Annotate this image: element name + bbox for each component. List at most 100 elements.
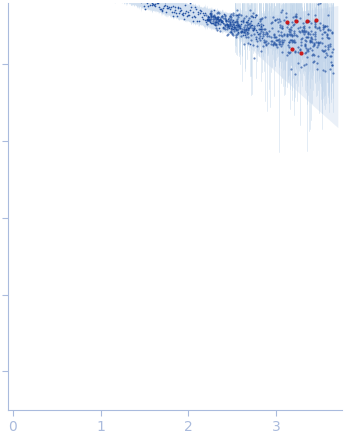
Point bbox=[254, 11, 259, 18]
Point bbox=[303, 38, 308, 45]
Point bbox=[243, 25, 249, 32]
Point bbox=[239, 25, 245, 32]
Point bbox=[260, 31, 266, 38]
Point bbox=[317, 39, 323, 46]
Point bbox=[306, 29, 311, 36]
Point bbox=[213, 14, 218, 21]
Point bbox=[247, 14, 252, 21]
Point bbox=[236, 22, 242, 29]
Point bbox=[303, 28, 308, 35]
Point bbox=[237, 22, 242, 29]
Point bbox=[276, 41, 281, 48]
Point bbox=[234, 21, 240, 28]
Point bbox=[228, 15, 234, 22]
Point bbox=[191, 13, 197, 20]
Point bbox=[182, 2, 187, 9]
Point bbox=[232, 18, 237, 25]
Point bbox=[226, 22, 231, 29]
Point bbox=[320, 66, 326, 73]
Point bbox=[298, 35, 304, 42]
Point bbox=[170, 3, 175, 10]
Point bbox=[120, 0, 126, 1]
Point bbox=[217, 20, 223, 27]
Point bbox=[329, 28, 335, 35]
Point bbox=[219, 17, 225, 24]
Point bbox=[312, 18, 317, 25]
Point bbox=[289, 27, 294, 34]
Point bbox=[259, 27, 264, 34]
Point bbox=[242, 32, 248, 39]
Point bbox=[200, 10, 205, 17]
Point bbox=[322, 22, 328, 29]
Point bbox=[305, 47, 310, 54]
Point bbox=[310, 31, 316, 38]
Point bbox=[309, 35, 315, 42]
Point bbox=[289, 30, 294, 37]
Point bbox=[216, 24, 222, 31]
Point bbox=[330, 62, 335, 69]
Point bbox=[190, 17, 195, 24]
Point bbox=[218, 17, 223, 24]
Point bbox=[216, 14, 221, 21]
Point bbox=[216, 17, 221, 24]
Point bbox=[259, 15, 265, 22]
Point bbox=[240, 28, 246, 35]
Point bbox=[229, 18, 234, 25]
Point bbox=[284, 19, 289, 26]
Point bbox=[312, 28, 318, 35]
Point bbox=[155, 0, 160, 3]
Point bbox=[223, 16, 228, 23]
Point bbox=[296, 60, 301, 67]
Point bbox=[154, 0, 159, 6]
Point bbox=[271, 40, 277, 47]
Point bbox=[252, 24, 257, 31]
Point bbox=[178, 4, 183, 11]
Point bbox=[235, 11, 240, 18]
Point bbox=[190, 9, 196, 16]
Point bbox=[204, 16, 210, 23]
Point bbox=[259, 24, 264, 31]
Point bbox=[207, 15, 213, 22]
Point bbox=[299, 27, 305, 34]
Point bbox=[234, 11, 240, 18]
Point bbox=[205, 21, 210, 28]
Point bbox=[152, 1, 158, 8]
Point bbox=[309, 38, 315, 45]
Point bbox=[289, 32, 295, 39]
Point bbox=[278, 29, 284, 36]
Point bbox=[269, 33, 274, 40]
Point bbox=[313, 23, 318, 30]
Point bbox=[282, 17, 287, 24]
Point bbox=[132, 0, 138, 5]
Point bbox=[279, 38, 285, 45]
Point bbox=[287, 36, 293, 43]
Point bbox=[142, 6, 148, 13]
Point bbox=[147, 2, 152, 9]
Point bbox=[231, 22, 236, 29]
Point bbox=[322, 28, 327, 35]
Point bbox=[220, 24, 226, 31]
Point bbox=[246, 24, 251, 31]
Point bbox=[268, 38, 274, 45]
Point bbox=[325, 42, 331, 49]
Point bbox=[313, 39, 319, 46]
Point bbox=[208, 11, 214, 18]
Point bbox=[224, 26, 230, 33]
Point bbox=[289, 66, 294, 73]
Point bbox=[260, 42, 265, 49]
Point bbox=[270, 38, 275, 45]
Point bbox=[217, 17, 222, 24]
Point bbox=[272, 34, 277, 41]
Point bbox=[235, 6, 240, 13]
Point bbox=[183, 8, 189, 15]
Point bbox=[216, 15, 221, 22]
Point bbox=[195, 9, 200, 16]
Point bbox=[230, 11, 236, 18]
Point bbox=[230, 32, 236, 39]
Point bbox=[199, 14, 205, 21]
Point bbox=[290, 36, 295, 43]
Point bbox=[297, 46, 303, 53]
Point bbox=[309, 47, 315, 54]
Point bbox=[308, 28, 314, 35]
Point bbox=[311, 52, 317, 59]
